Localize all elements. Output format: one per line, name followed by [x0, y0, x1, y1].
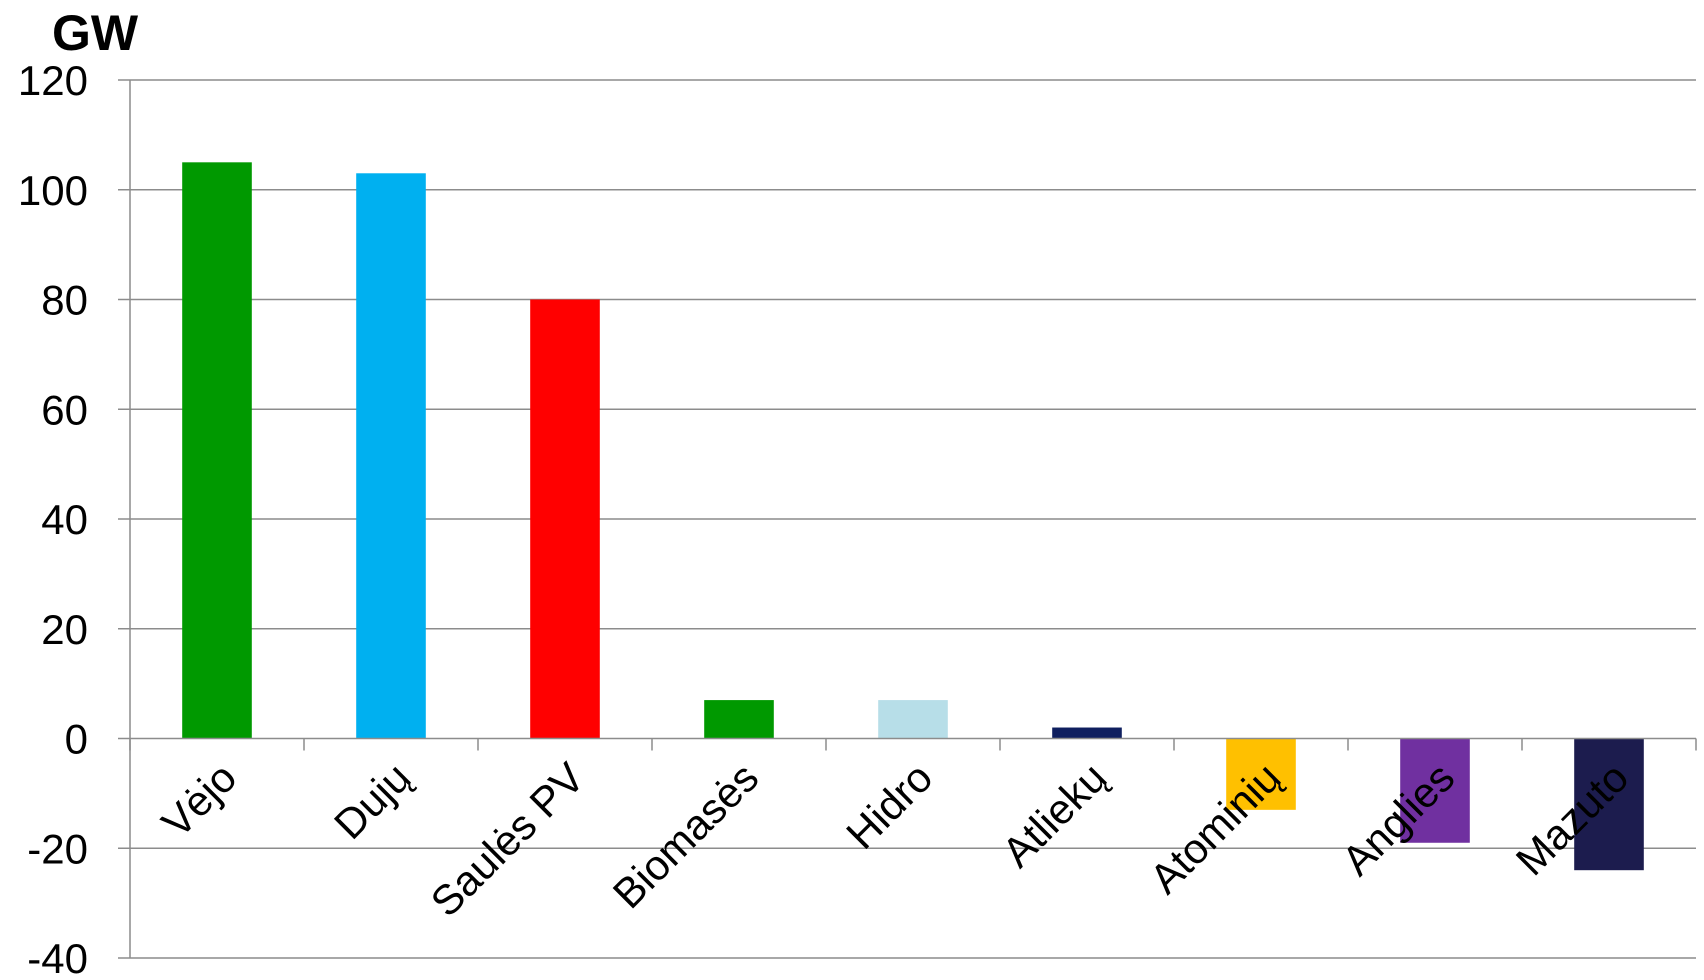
- y-tick-label: 80: [41, 277, 88, 324]
- y-tick-label: 60: [41, 386, 88, 433]
- y-tick-label: 100: [18, 167, 88, 214]
- x-category-label: Dujų: [325, 754, 419, 848]
- bar: [1574, 738, 1644, 871]
- bar: [1052, 727, 1122, 739]
- x-category-label: Atominių: [1141, 754, 1290, 903]
- y-tick-label: -40: [27, 935, 88, 980]
- bar: [704, 700, 774, 739]
- x-category-label: Atliekų: [993, 754, 1115, 876]
- y-tick-label: 120: [18, 57, 88, 104]
- x-category-label: Vėjo: [153, 754, 246, 847]
- bar: [530, 299, 600, 739]
- y-tick-label: 0: [65, 716, 88, 763]
- x-category-label: Saulės PV: [421, 754, 593, 926]
- bar: [878, 700, 948, 739]
- axes: [118, 79, 1697, 959]
- x-category-label: Hidro: [837, 754, 941, 858]
- bar: [1400, 738, 1470, 843]
- bar: [182, 162, 252, 739]
- y-tick-label: -20: [27, 825, 88, 872]
- bar: [356, 173, 426, 739]
- bar: [1226, 738, 1296, 810]
- y-tick-label: 40: [41, 496, 88, 543]
- y-axis-unit-label: GW: [52, 5, 139, 61]
- y-tick-label: 20: [41, 606, 88, 653]
- x-category-label: Biomasės: [604, 754, 768, 918]
- bars: [182, 162, 1644, 871]
